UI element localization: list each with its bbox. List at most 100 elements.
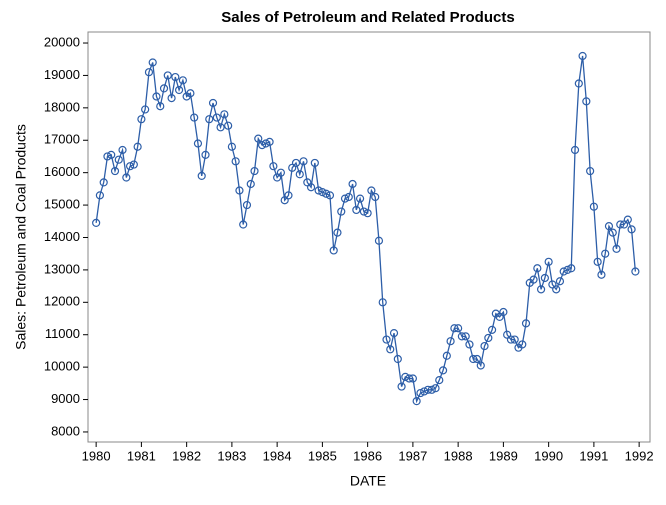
y-tick-label: 15000: [44, 197, 80, 212]
data-point: [227, 142, 236, 151]
y-tick-label: 10000: [44, 359, 80, 374]
data-point: [318, 188, 327, 197]
data-point: [480, 341, 489, 351]
data-point: [197, 171, 206, 181]
data-point: [469, 354, 478, 364]
data-point: [171, 72, 180, 82]
data-point: [438, 366, 448, 375]
data-point: [472, 354, 482, 364]
data-point: [555, 277, 565, 286]
data-point: [570, 145, 580, 155]
data-point: [337, 207, 346, 216]
data-point: [552, 285, 561, 294]
data-point: [220, 110, 229, 119]
data-point: [148, 58, 157, 67]
data-point: [193, 139, 203, 148]
data-point: [306, 183, 316, 192]
data-point: [163, 71, 172, 80]
x-tick-label: 1990: [534, 448, 563, 463]
x-tick-label: 1985: [308, 448, 337, 463]
data-point: [167, 94, 176, 103]
data-point: [276, 168, 285, 177]
data-point: [284, 191, 293, 200]
data-point: [405, 374, 414, 383]
data-point: [574, 79, 583, 88]
data-point: [314, 186, 323, 195]
data-point: [257, 141, 267, 150]
data-point: [536, 285, 546, 294]
data-point: [616, 220, 625, 229]
data-point: [299, 157, 308, 166]
data-point: [344, 192, 353, 202]
x-tick-label: 1981: [127, 448, 156, 463]
data-point: [159, 84, 169, 93]
data-point: [597, 270, 606, 279]
data-point: [371, 192, 380, 202]
data-point: [178, 76, 187, 85]
data-point: [359, 207, 368, 216]
x-tick-label: 1986: [353, 448, 382, 463]
data-point: [623, 215, 632, 224]
data-point: [333, 228, 342, 237]
data-point: [239, 220, 248, 229]
y-tick-label: 14000: [44, 229, 80, 244]
data-point: [216, 123, 225, 132]
data-point: [487, 325, 497, 334]
data-point: [242, 200, 252, 210]
data-point: [224, 121, 233, 130]
data-point: [137, 115, 146, 124]
data-point: [416, 388, 425, 398]
data-point: [397, 382, 406, 391]
data-point: [190, 113, 199, 122]
data-point: [212, 113, 221, 122]
data-point: [457, 332, 466, 341]
x-tick-label: 1983: [217, 448, 246, 463]
data-point: [144, 68, 154, 77]
x-tick-label: 1991: [579, 448, 608, 463]
y-axis-label: Sales: Petroleum and Coal Products: [13, 124, 29, 350]
y-tick-label: 8000: [51, 423, 80, 438]
data-point: [254, 134, 263, 143]
data-point: [540, 273, 549, 283]
y-tick-label: 20000: [44, 34, 80, 49]
y-tick-label: 13000: [44, 261, 80, 276]
data-point: [122, 173, 131, 182]
data-point: [367, 186, 376, 195]
data-point: [125, 162, 135, 171]
data-point: [578, 51, 587, 61]
x-tick-label: 1989: [489, 448, 518, 463]
data-point: [431, 384, 440, 393]
data-point: [322, 189, 331, 198]
data-point: [454, 324, 463, 333]
data-point: [141, 105, 150, 114]
data-point: [363, 209, 372, 218]
data-point: [521, 319, 531, 328]
data-point: [518, 340, 527, 349]
data-point: [510, 335, 519, 344]
data-point: [612, 244, 621, 253]
y-tick-label: 9000: [51, 391, 80, 406]
data-point: [582, 97, 591, 106]
data-point: [427, 385, 436, 394]
data-point: [156, 102, 165, 111]
data-point: [186, 89, 195, 98]
x-tick-label: 1988: [444, 448, 473, 463]
data-point: [352, 205, 361, 215]
data-point: [235, 186, 244, 195]
data-point: [476, 361, 485, 370]
data-point: [103, 152, 112, 161]
data-point: [601, 249, 610, 258]
data-point: [593, 257, 602, 266]
data-point: [378, 298, 387, 307]
data-point: [99, 178, 108, 187]
data-point: [325, 191, 335, 200]
data-point: [261, 139, 270, 148]
data-point: [446, 337, 455, 346]
data-point: [107, 150, 116, 159]
data-line: [95, 55, 637, 404]
data-point: [544, 257, 553, 266]
data-point: [246, 179, 255, 189]
data-point: [631, 267, 640, 276]
data-point: [355, 194, 365, 203]
